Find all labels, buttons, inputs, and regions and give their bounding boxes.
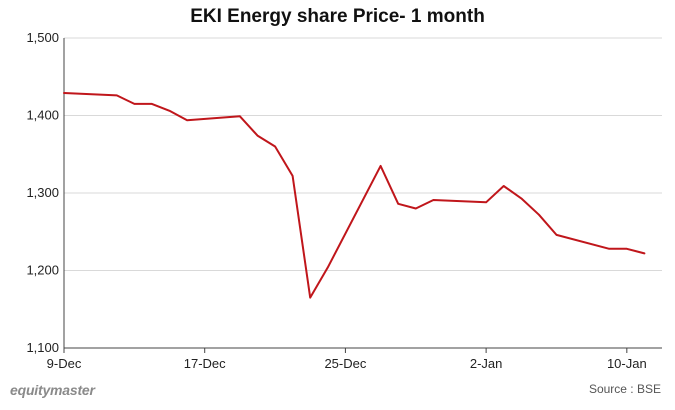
label-layer: 1,100 1,200 1,300 1,400 1,500 9-Dec 17-Dec 25-D… xyxy=(26,30,646,371)
y-tick-label: 1,100 xyxy=(26,340,59,355)
x-tick-label: 25-Dec xyxy=(324,356,366,371)
y-tick-label: 1,400 xyxy=(26,108,59,123)
x-tick-label: 10-Jan xyxy=(607,356,647,371)
y-tick-label: 1,300 xyxy=(26,185,59,200)
chart-title: EKI Energy share Price- 1 month xyxy=(190,6,485,27)
series-layer xyxy=(63,92,646,299)
axis-layer xyxy=(63,38,662,353)
x-tick-label: 17-Dec xyxy=(184,356,226,371)
grid-layer xyxy=(64,37,662,271)
x-tick-label: 9-Dec xyxy=(47,356,82,371)
source-note: Source : BSE xyxy=(588,382,661,396)
price-series-line xyxy=(63,92,646,299)
y-tick-label: 1,200 xyxy=(26,263,59,278)
x-tick-label: 2-Jan xyxy=(470,356,503,371)
y-tick-label: 1,500 xyxy=(26,30,59,45)
equitymaster-logo: equitymaster xyxy=(10,382,95,398)
